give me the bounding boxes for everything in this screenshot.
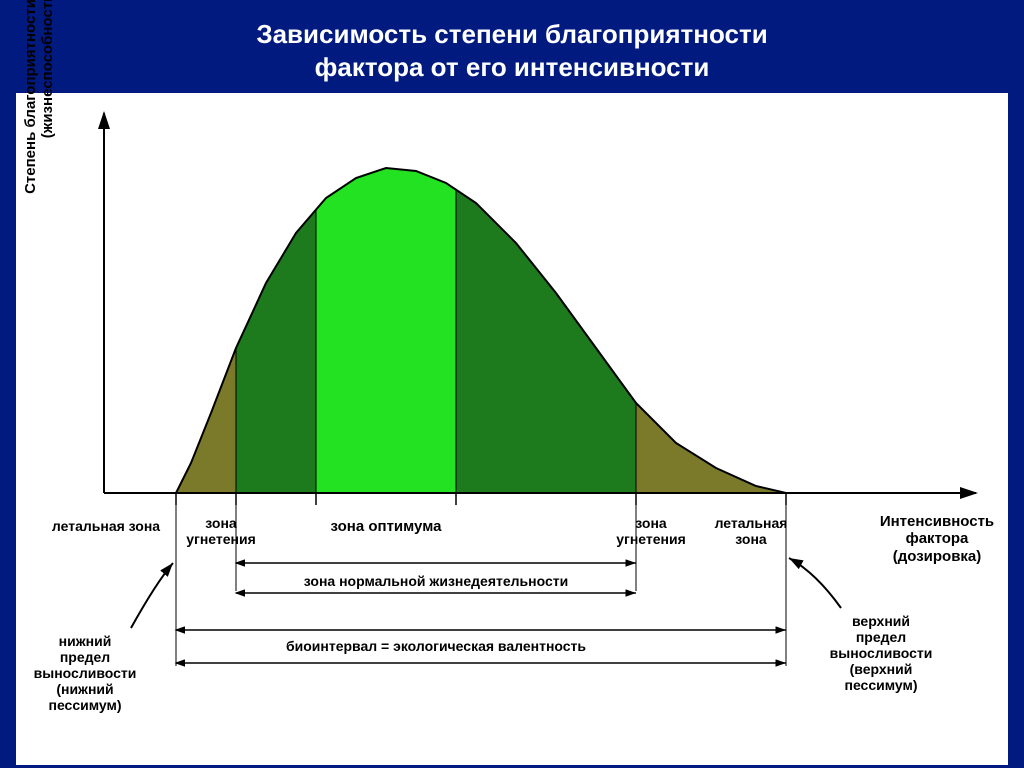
lower-limit-label: нижнийпределвыносливости(нижнийпессимум) (20, 633, 150, 713)
optimum-label: зона оптимума (286, 518, 486, 535)
page-title: Зависимость степени благоприятности факт… (0, 0, 1024, 93)
upper-limit-label: верхнийпределвыносливости(верхнийпессиму… (816, 613, 946, 693)
oppression-right-label: зонаугнетения (611, 515, 691, 547)
oppression-left-label: зонаугнетения (181, 515, 261, 547)
normal-zone-label: зона нормальной жизнедеятельности (236, 573, 636, 589)
y-axis-label: Степень благоприятности фактора(жизнеспо… (22, 0, 56, 213)
title-line1: Зависимость степени благоприятности (256, 19, 767, 49)
lethal-left-label: летальная зона (36, 518, 176, 534)
chart-container: Степень благоприятности фактора(жизнеспо… (16, 93, 1008, 765)
title-line2: фактора от его интенсивности (315, 52, 710, 82)
x-axis-label: Интенсивностьфактора(дозировка) (872, 513, 1002, 565)
biointerval-label: биоинтервал = экологическая валентность (196, 638, 676, 654)
lethal-right-label: летальнаязона (701, 515, 801, 547)
